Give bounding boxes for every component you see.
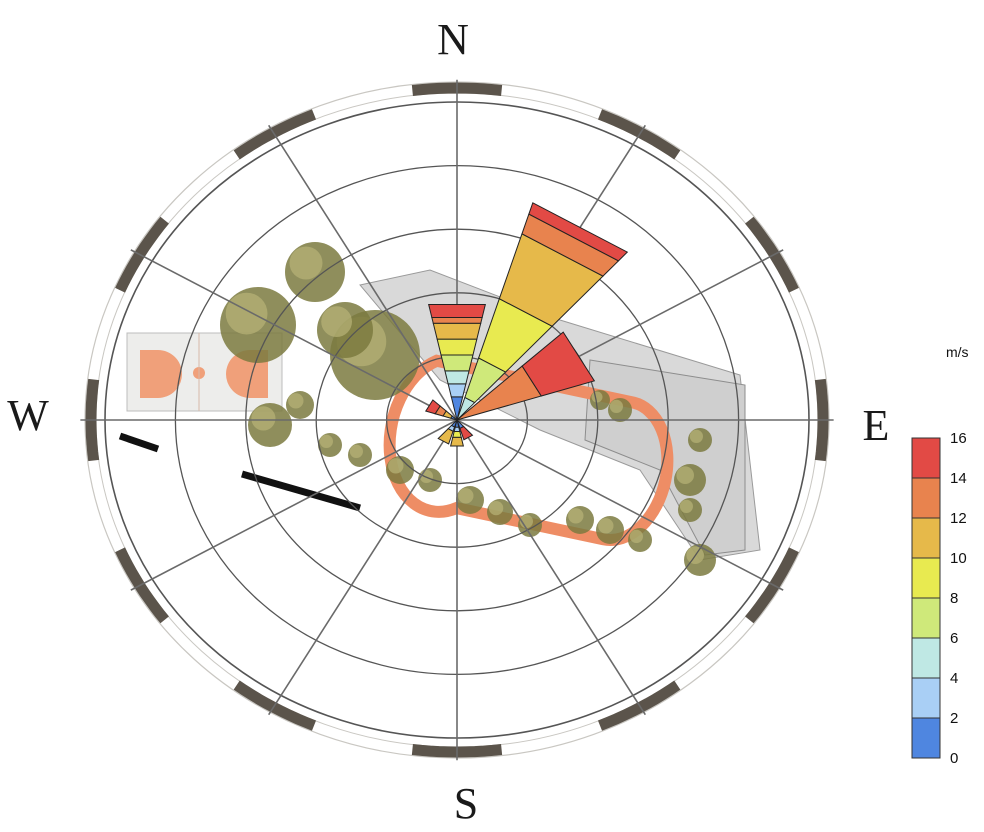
wind-wedge (459, 425, 474, 441)
grid-spoke (130, 419, 458, 591)
compass-south: S (454, 779, 478, 828)
legend-swatch (911, 517, 941, 559)
tree-highlight (319, 434, 333, 448)
legend-tick-label: 8 (950, 590, 958, 607)
tree-highlight (591, 391, 603, 403)
grid-spoke (130, 249, 458, 421)
wind-wedge (436, 338, 478, 356)
court-marking-left (140, 350, 182, 398)
tree-highlight (388, 458, 404, 474)
compass-west: W (7, 391, 49, 440)
legend-swatch (911, 677, 941, 719)
wind-wedge (444, 370, 470, 385)
wind-wedge (424, 399, 441, 415)
tree-highlight (488, 500, 504, 516)
wind-wedge (453, 426, 461, 433)
tree-highlight (568, 508, 584, 524)
grid-spoke (268, 124, 458, 421)
tree-highlight (289, 246, 323, 280)
legend-swatch (911, 437, 941, 479)
legend-tick-label: 0 (950, 750, 958, 767)
tree-highlight (288, 393, 304, 409)
legend-tick-label: 16 (950, 430, 967, 447)
legend-tick-label: 2 (950, 710, 958, 727)
legend-tick-label: 12 (950, 510, 967, 527)
tree-highlight (676, 466, 694, 485)
wind-wedge (528, 202, 629, 262)
legend-swatch (911, 477, 941, 519)
road-line-2 (241, 470, 361, 512)
tree-highlight (629, 529, 644, 544)
wind-wedge (452, 431, 462, 438)
compass-east: E (863, 401, 890, 450)
wind-wedge (447, 383, 467, 398)
tree-highlight (225, 292, 268, 335)
tree-highlight (458, 488, 474, 504)
tree-highlight (679, 499, 694, 513)
wind-wedge (431, 317, 483, 324)
polar-grid (80, 79, 834, 761)
legend-swatch (911, 717, 941, 759)
tree-highlight (321, 306, 352, 337)
compass-north: N (437, 15, 469, 64)
wind-wedge (428, 304, 486, 319)
grid-spoke (268, 419, 458, 716)
tree-highlight (689, 429, 704, 443)
grid-spoke (456, 419, 784, 591)
tree-highlight (609, 399, 624, 413)
wind-wedge (449, 436, 465, 447)
wind-wedge (437, 428, 454, 445)
tree-highlight (251, 406, 276, 431)
legend-tick-label: 6 (950, 630, 958, 647)
speed-legend: m/s 16 14 12 10 8 6 4 2 0 (911, 344, 969, 767)
legend-swatch (911, 557, 941, 599)
legend-unit: m/s (946, 344, 969, 360)
legend-tick-label: 4 (950, 670, 958, 687)
tree-canopy (220, 242, 716, 576)
grid-spoke (456, 419, 646, 716)
legend-swatch (911, 597, 941, 639)
legend-tick-label: 14 (950, 470, 967, 487)
wind-wedges (424, 202, 629, 447)
wind-wedge (521, 331, 596, 397)
legend-tick-label: 10 (950, 550, 967, 567)
wind-wedge (440, 354, 474, 372)
road-line-1 (118, 432, 160, 453)
wind-wedge (432, 322, 482, 340)
legend-swatch (911, 637, 941, 679)
tree-highlight (349, 444, 363, 458)
tree-highlight (598, 518, 614, 534)
